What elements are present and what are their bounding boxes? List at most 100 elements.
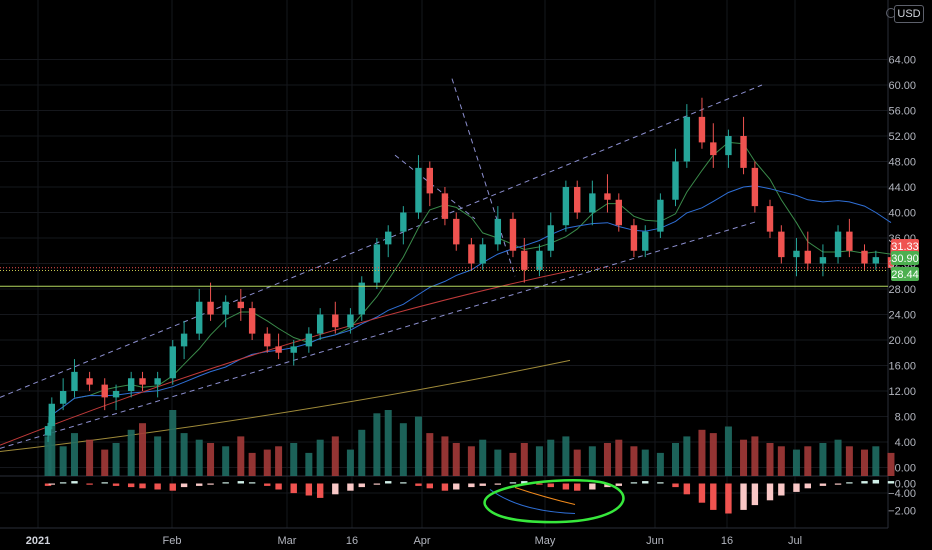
volume-bar: [641, 449, 649, 476]
candle-body: [725, 136, 732, 156]
price-tick-label: 44.00: [888, 182, 916, 194]
volume-bar: [861, 449, 868, 476]
candle-body: [766, 206, 774, 232]
candle-body: [479, 244, 486, 264]
candle-body: [872, 257, 880, 264]
candle-body: [589, 193, 596, 213]
currency-label[interactable]: USD: [894, 5, 924, 23]
volume-bar: [169, 410, 177, 476]
volume-bar: [263, 449, 271, 476]
candle-body: [373, 244, 381, 283]
trend-line-down-1: [451, 78, 516, 277]
macd-bar: [44, 483, 52, 486]
candle-body: [44, 426, 52, 436]
candle-body: [468, 244, 475, 264]
volume-bar: [139, 423, 147, 476]
macd-bar: [59, 482, 67, 484]
macd-line: [489, 489, 576, 514]
price-tick-label: 28.00: [888, 284, 916, 296]
price-badge: [891, 251, 919, 265]
price-tick-label: 52.00: [888, 131, 916, 143]
candle-body: [521, 250, 528, 270]
volume-bar: [426, 433, 434, 476]
candle-body: [509, 218, 517, 251]
macd-bar: [574, 483, 581, 491]
volume-bars: [44, 410, 895, 476]
candle-body: [846, 231, 853, 251]
trend-line-down-2: [394, 154, 476, 220]
macd-bar: [426, 483, 433, 489]
macd-bar: [778, 483, 785, 496]
candle-body: [494, 218, 502, 245]
volume-bar: [494, 449, 502, 476]
price-tick-label: 48.00: [888, 157, 916, 169]
macd-bar: [101, 482, 108, 484]
volume-bar: [804, 446, 812, 476]
candle-body: [222, 301, 229, 315]
macd-bar: [887, 481, 895, 484]
candle-body: [804, 250, 811, 264]
time-tick-label: Jul: [788, 535, 802, 547]
candle-body: [740, 136, 747, 168]
macd-bar: [385, 481, 392, 484]
macd-bar: [642, 481, 649, 484]
candle-body: [657, 199, 664, 232]
macd-bar: [154, 483, 161, 490]
volume-bar: [316, 439, 324, 476]
macd-bar: [86, 483, 93, 485]
macd-bar: [604, 483, 611, 488]
time-tick-label: May: [535, 535, 556, 547]
volume-bar: [819, 443, 827, 476]
volume-bar: [70, 433, 78, 476]
volume-bar: [399, 423, 407, 476]
price-tick-label: 16.00: [888, 361, 916, 373]
volume-bar: [751, 436, 759, 476]
price-badge-label: 28.44: [891, 269, 919, 281]
volume-bar: [222, 446, 230, 476]
candle-body: [834, 231, 842, 258]
moving-average-mid: [47, 185, 892, 427]
volume-bar: [207, 443, 215, 476]
volume-bar: [467, 446, 475, 476]
indicator-axis[interactable]: 0.00 −2.00: [888, 479, 916, 518]
macd-bar: [819, 483, 827, 486]
macd-bar: [547, 483, 554, 488]
volume-bar: [615, 439, 623, 476]
candle-body: [154, 378, 161, 385]
volume-bar: [573, 449, 581, 476]
price-tick-label: 12.00: [888, 386, 916, 398]
candle-body: [887, 257, 895, 268]
volume-bar: [112, 443, 120, 476]
candle-body: [441, 193, 449, 219]
candle-body: [630, 225, 638, 251]
candle-body: [672, 161, 679, 200]
macd-bar: [683, 483, 691, 495]
macd-bar: [793, 483, 800, 492]
macd-bar: [139, 483, 146, 489]
candle-body: [71, 371, 78, 391]
volume-bar: [588, 446, 596, 476]
macd-panel: [44, 479, 895, 514]
candle-body: [793, 250, 800, 258]
moving-averages: [0, 141, 892, 453]
moving-average-200: [0, 359, 571, 453]
candle-body: [48, 403, 55, 427]
candle-body: [415, 167, 422, 213]
macd-bar: [196, 483, 203, 486]
signal-line: [514, 487, 576, 505]
price-badge-label: 30.90: [891, 253, 919, 265]
time-tick-label: 2021: [26, 535, 50, 547]
time-axis[interactable]: 2021 Feb Mar 16 Apr May Jun 16 Jul: [26, 535, 802, 547]
volume-bar: [683, 436, 691, 476]
candle-body: [574, 187, 581, 213]
volume-bar: [373, 413, 381, 476]
volume-bar: [834, 439, 842, 476]
macd-bar: [305, 483, 313, 496]
grid-lines: [0, 0, 889, 529]
macd-bar: [725, 483, 732, 514]
macd-bar: [71, 481, 78, 484]
macd-bar: [400, 482, 407, 484]
price-tick-label: 60.00: [888, 80, 916, 92]
candle-body: [536, 250, 543, 270]
